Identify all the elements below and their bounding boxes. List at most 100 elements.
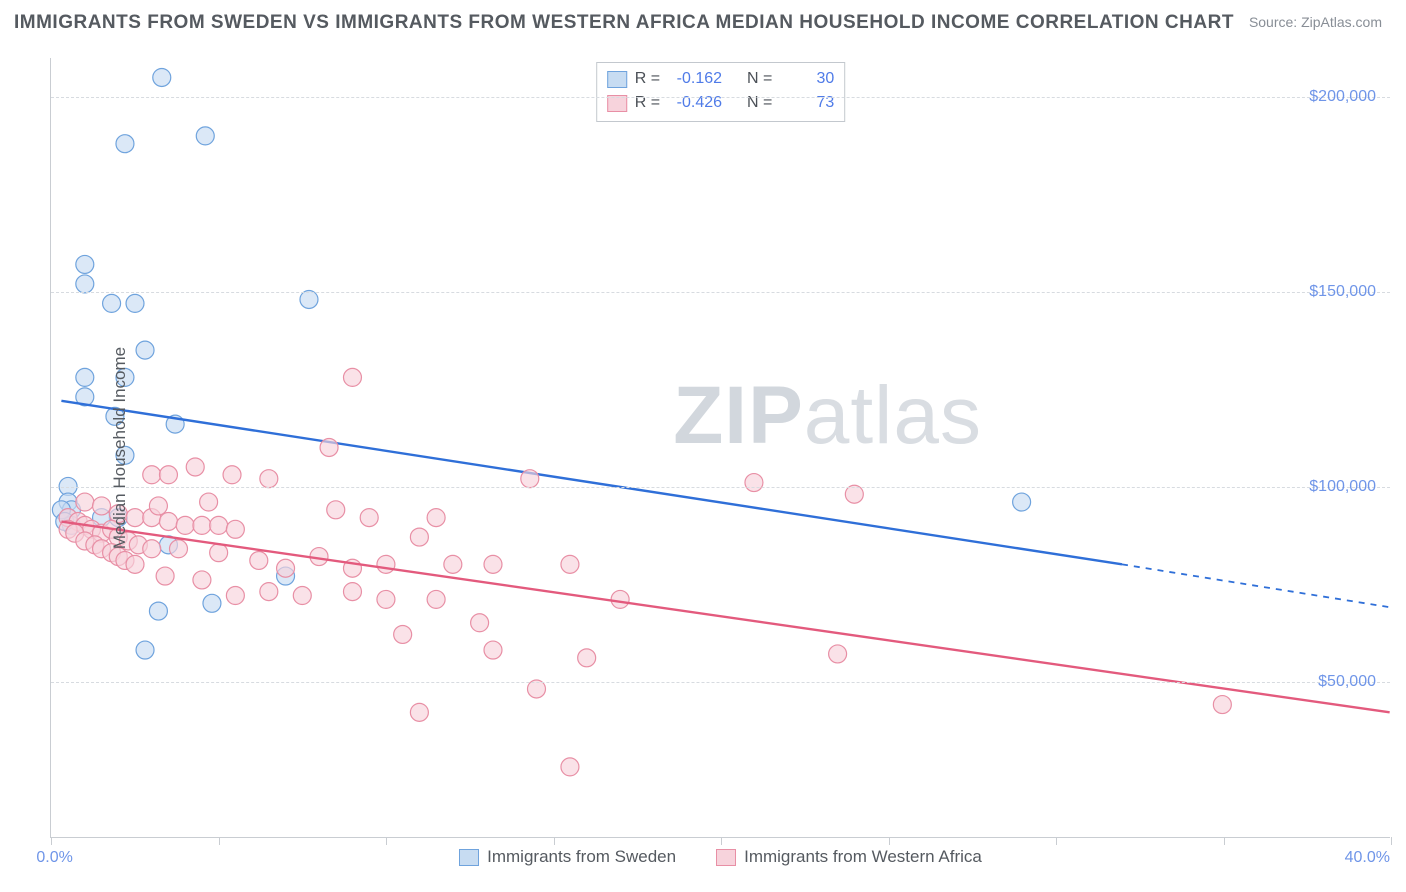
gridline-h <box>51 487 1390 488</box>
scatter-point-sweden <box>203 594 221 612</box>
x-tick-mark <box>51 837 52 845</box>
scatter-point-wafrica <box>360 509 378 527</box>
scatter-point-wafrica <box>745 474 763 492</box>
gridline-h <box>51 682 1390 683</box>
legend-swatch-wafrica-bottom <box>716 849 736 866</box>
scatter-point-wafrica <box>193 516 211 534</box>
gridline-h <box>51 292 1390 293</box>
scatter-point-wafrica <box>611 590 629 608</box>
chart-svg <box>51 58 1390 837</box>
scatter-point-wafrica <box>410 528 428 546</box>
scatter-point-wafrica <box>277 559 295 577</box>
x-tick-mark <box>554 837 555 845</box>
legend-item-sweden: Immigrants from Sweden <box>459 847 676 867</box>
scatter-point-sweden <box>153 68 171 86</box>
scatter-point-wafrica <box>394 625 412 643</box>
legend-stats-row-wafrica: R = -0.426 N = 73 <box>607 91 835 115</box>
source-label: Source: ZipAtlas.com <box>1249 14 1382 30</box>
legend-r-label: R = <box>635 70 660 88</box>
scatter-point-wafrica <box>343 368 361 386</box>
scatter-point-sweden <box>300 291 318 309</box>
legend-r-sweden: -0.162 <box>668 70 722 88</box>
legend-stats: R = -0.162 N = 30 R = -0.426 N = 73 <box>596 62 846 122</box>
y-tick-label: $200,000 <box>1309 88 1376 106</box>
legend-n-label: N = <box>747 70 772 88</box>
scatter-point-sweden <box>136 341 154 359</box>
scatter-point-wafrica <box>210 516 228 534</box>
scatter-point-wafrica <box>200 493 218 511</box>
scatter-point-wafrica <box>143 540 161 558</box>
scatter-point-wafrica <box>427 509 445 527</box>
scatter-point-wafrica <box>260 583 278 601</box>
plot-area: ZIPatlas R = -0.162 N = 30 R = -0.426 N … <box>50 58 1390 838</box>
y-tick-label: $100,000 <box>1309 478 1376 496</box>
gridline-h <box>51 97 1390 98</box>
scatter-point-wafrica <box>427 590 445 608</box>
scatter-point-wafrica <box>343 583 361 601</box>
scatter-point-wafrica <box>561 555 579 573</box>
x-tick-mark <box>219 837 220 845</box>
scatter-point-sweden <box>136 641 154 659</box>
scatter-point-wafrica <box>226 587 244 605</box>
legend-label-wafrica: Immigrants from Western Africa <box>744 847 982 867</box>
x-tick-mark <box>386 837 387 845</box>
scatter-point-wafrica <box>377 590 395 608</box>
scatter-point-wafrica <box>186 458 204 476</box>
scatter-point-wafrica <box>444 555 462 573</box>
scatter-point-wafrica <box>143 466 161 484</box>
trend-line-sweden <box>61 401 1122 565</box>
scatter-point-wafrica <box>484 641 502 659</box>
legend-swatch-sweden-bottom <box>459 849 479 866</box>
scatter-point-wafrica <box>93 497 111 515</box>
scatter-point-wafrica <box>176 516 194 534</box>
legend-stats-row-sweden: R = -0.162 N = 30 <box>607 67 835 91</box>
scatter-point-sweden <box>116 135 134 153</box>
chart-title: IMMIGRANTS FROM SWEDEN VS IMMIGRANTS FRO… <box>14 12 1234 34</box>
scatter-point-wafrica <box>410 703 428 721</box>
x-tick-mark <box>1224 837 1225 845</box>
scatter-point-wafrica <box>377 555 395 573</box>
scatter-point-wafrica <box>471 614 489 632</box>
scatter-point-wafrica <box>126 555 144 573</box>
scatter-point-wafrica <box>76 493 94 511</box>
y-tick-label: $50,000 <box>1318 673 1376 691</box>
scatter-point-wafrica <box>320 439 338 457</box>
x-tick-mark <box>1391 837 1392 845</box>
scatter-point-sweden <box>196 127 214 145</box>
scatter-point-wafrica <box>149 497 167 515</box>
y-tick-label: $150,000 <box>1309 283 1376 301</box>
scatter-point-wafrica <box>484 555 502 573</box>
scatter-point-wafrica <box>260 470 278 488</box>
scatter-point-wafrica <box>210 544 228 562</box>
x-tick-mark <box>721 837 722 845</box>
scatter-point-sweden <box>76 275 94 293</box>
legend-item-wafrica: Immigrants from Western Africa <box>716 847 982 867</box>
scatter-point-sweden <box>76 255 94 273</box>
x-tick-mark <box>889 837 890 845</box>
scatter-point-wafrica <box>293 587 311 605</box>
legend-n-sweden: 30 <box>780 70 834 88</box>
legend-label-sweden: Immigrants from Sweden <box>487 847 676 867</box>
scatter-point-wafrica <box>829 645 847 663</box>
scatter-point-wafrica <box>223 466 241 484</box>
scatter-point-wafrica <box>159 513 177 531</box>
scatter-point-wafrica <box>159 466 177 484</box>
scatter-point-sweden <box>1013 493 1031 511</box>
scatter-point-wafrica <box>578 649 596 667</box>
scatter-point-sweden <box>76 368 94 386</box>
scatter-point-wafrica <box>521 470 539 488</box>
scatter-point-wafrica <box>226 520 244 538</box>
scatter-point-wafrica <box>156 567 174 585</box>
legend-bottom: Immigrants from Sweden Immigrants from W… <box>51 847 1390 867</box>
scatter-point-wafrica <box>327 501 345 519</box>
trend-line-dashed-sweden <box>1122 564 1390 607</box>
scatter-point-wafrica <box>1213 696 1231 714</box>
legend-swatch-sweden <box>607 71 627 88</box>
scatter-point-wafrica <box>170 540 188 558</box>
scatter-point-wafrica <box>561 758 579 776</box>
x-tick-mark <box>1056 837 1057 845</box>
scatter-point-sweden <box>103 294 121 312</box>
scatter-point-sweden <box>126 294 144 312</box>
scatter-point-wafrica <box>250 551 268 569</box>
scatter-point-sweden <box>149 602 167 620</box>
